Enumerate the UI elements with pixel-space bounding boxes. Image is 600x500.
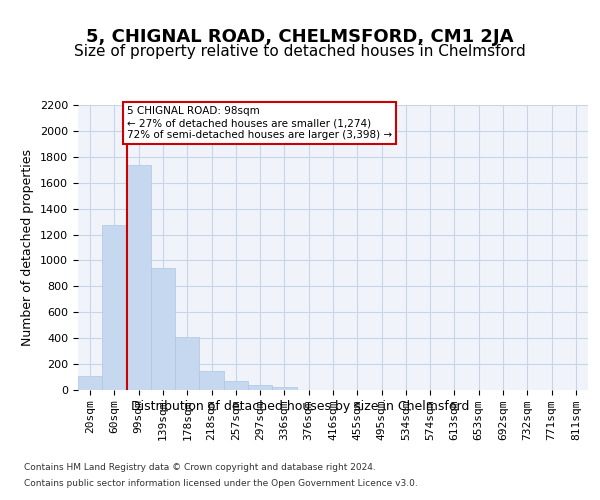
Text: Contains HM Land Registry data © Crown copyright and database right 2024.: Contains HM Land Registry data © Crown c… bbox=[24, 462, 376, 471]
Bar bbox=[151, 268, 175, 390]
Bar bbox=[199, 370, 224, 390]
Bar bbox=[127, 164, 151, 390]
Bar bbox=[272, 387, 296, 390]
Bar bbox=[248, 386, 272, 390]
Text: Size of property relative to detached houses in Chelmsford: Size of property relative to detached ho… bbox=[74, 44, 526, 59]
Text: 5, CHIGNAL ROAD, CHELMSFORD, CM1 2JA: 5, CHIGNAL ROAD, CHELMSFORD, CM1 2JA bbox=[86, 28, 514, 46]
Bar bbox=[175, 337, 199, 390]
Text: 5 CHIGNAL ROAD: 98sqm
← 27% of detached houses are smaller (1,274)
72% of semi-d: 5 CHIGNAL ROAD: 98sqm ← 27% of detached … bbox=[127, 106, 392, 140]
Bar bbox=[224, 381, 248, 390]
Y-axis label: Number of detached properties: Number of detached properties bbox=[22, 149, 34, 346]
Bar bbox=[102, 225, 127, 390]
Text: Distribution of detached houses by size in Chelmsford: Distribution of detached houses by size … bbox=[131, 400, 469, 413]
Bar bbox=[78, 376, 102, 390]
Text: Contains public sector information licensed under the Open Government Licence v3: Contains public sector information licen… bbox=[24, 479, 418, 488]
